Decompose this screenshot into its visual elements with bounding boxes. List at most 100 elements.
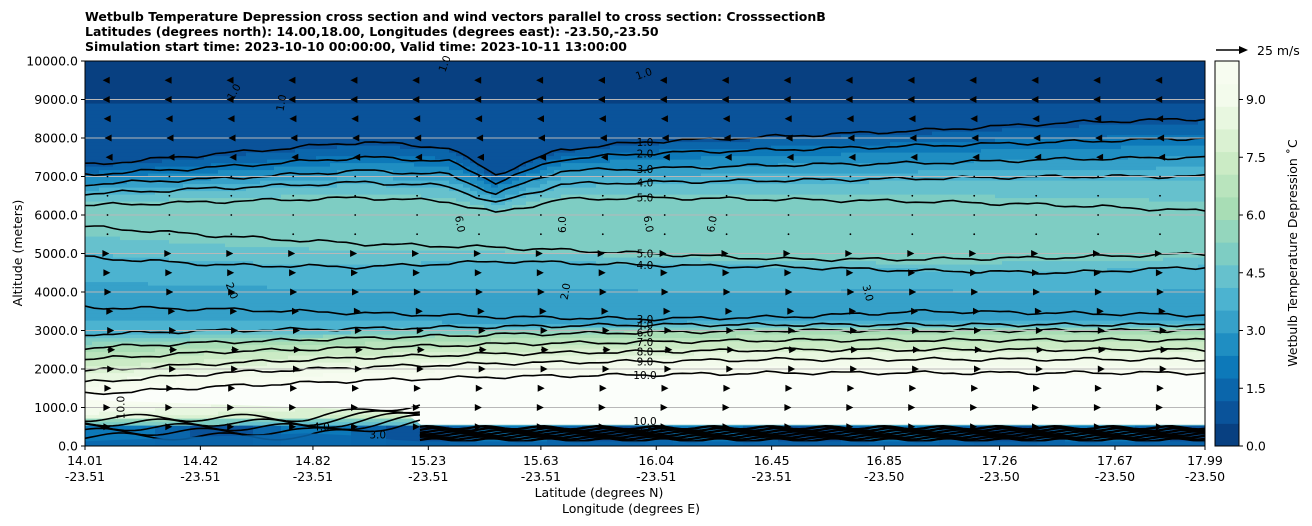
contour-fill-cell — [141, 222, 149, 227]
contour-fill-cell — [260, 131, 268, 136]
contour-fill-cell — [295, 313, 303, 318]
contour-fill-cell — [141, 421, 149, 426]
contour-fill-cell — [309, 246, 317, 251]
contour-fill-cell — [288, 71, 296, 76]
contour-fill-cell — [379, 166, 387, 171]
contour-fill-cell — [330, 183, 338, 188]
contour-fill-cell — [295, 117, 303, 122]
contour-fill-cell — [386, 344, 394, 349]
contour-fill-cell — [344, 218, 352, 223]
contour-fill-cell — [351, 285, 359, 290]
contour-fill-cell — [127, 166, 135, 171]
contour-fill-cell — [295, 281, 303, 286]
contour-fill-cell — [176, 166, 184, 171]
contour-fill-cell — [309, 92, 317, 97]
contour-fill-cell — [288, 253, 296, 258]
contour-fill-cell — [169, 208, 177, 213]
contour-fill-cell — [92, 120, 100, 125]
contour-fill-cell — [253, 183, 261, 188]
contour-fill-cell — [344, 75, 352, 80]
contour-fill-cell — [281, 281, 289, 286]
contour-fill-cell — [169, 288, 177, 293]
contour-fill-cell — [372, 271, 380, 276]
contour-fill-cell — [197, 103, 205, 108]
contour-fill-cell — [183, 183, 191, 188]
contour-fill-cell — [351, 320, 359, 325]
contour-fill-cell — [141, 176, 149, 181]
contour-fill-cell — [323, 372, 331, 377]
contour-fill-cell — [281, 271, 289, 276]
contour-fill-cell — [148, 281, 156, 286]
contour-fill-cell — [351, 362, 359, 367]
contour-fill-cell — [106, 260, 114, 265]
contour-fill-cell — [127, 365, 135, 370]
contour-fill-cell — [309, 124, 317, 129]
contour-fill-cell — [330, 215, 338, 220]
contour-fill-cell — [85, 229, 93, 234]
contour-fill-cell — [120, 418, 128, 423]
contour-fill-cell — [274, 330, 282, 335]
contour-fill-cell — [176, 302, 184, 307]
contour-fill-cell — [316, 162, 324, 167]
contour-fill-cell — [134, 278, 142, 283]
contour-fill-cell — [295, 365, 303, 370]
contour-fill-cell — [393, 120, 401, 125]
contour-fill-cell — [113, 110, 121, 115]
contour-fill-cell — [253, 145, 261, 150]
contour-fill-cell — [99, 414, 107, 419]
contour-fill-cell — [316, 274, 324, 279]
contour-fill-cell — [176, 341, 184, 346]
contour-fill-cell — [183, 92, 191, 97]
contour-fill-cell — [379, 239, 387, 244]
contour-fill-cell — [337, 285, 345, 290]
contour-fill-cell — [239, 418, 247, 423]
contour-fill-cell — [393, 309, 401, 314]
contour-fill-cell — [316, 208, 324, 213]
contour-fill-cell — [120, 215, 128, 220]
contour-fill-cell — [274, 302, 282, 307]
contour-fill-cell — [372, 295, 380, 300]
contour-fill-cell — [393, 148, 401, 153]
contour-fill-cell — [316, 222, 324, 227]
contour-fill-cell — [134, 236, 142, 241]
contour-fill-cell — [162, 225, 170, 230]
contour-fill-cell — [127, 68, 135, 73]
contour-fill-cell — [358, 127, 366, 132]
contour-fill-cell — [106, 264, 114, 269]
contour-fill-cell — [386, 425, 394, 430]
contour-fill-cell — [379, 362, 387, 367]
contour-fill-cell — [358, 327, 366, 332]
contour-fill-cell — [323, 124, 331, 129]
contour-fill-cell — [120, 134, 128, 139]
contour-fill-cell — [225, 61, 233, 66]
contour-fill-cell — [197, 365, 205, 370]
contour-fill-cell — [211, 208, 219, 213]
contour-fill-cell — [127, 92, 135, 97]
contour-fill-cell — [365, 85, 373, 90]
contour-fill-cell — [344, 351, 352, 356]
contour-fill-cell — [134, 89, 142, 94]
contour-fill-cell — [379, 176, 387, 181]
contour-fill-cell — [225, 323, 233, 328]
contour-fill-cell — [246, 344, 254, 349]
contour-fill-cell — [288, 330, 296, 335]
contour-fill-cell — [85, 267, 93, 272]
contour-fill-cell — [92, 141, 100, 146]
contour-fill-cell — [351, 169, 359, 174]
contour-fill-cell — [141, 236, 149, 241]
contour-fill-cell — [330, 131, 338, 136]
contour-fill-cell — [190, 190, 198, 195]
contour-fill-cell — [330, 344, 338, 349]
contour-fill-cell — [302, 369, 310, 374]
contour-fill-cell — [323, 334, 331, 339]
contour-fill-cell — [379, 411, 387, 416]
contour-fill-cell — [99, 246, 107, 251]
contour-fill-cell — [162, 85, 170, 90]
contour-fill-cell — [211, 337, 219, 342]
contour-fill-cell — [295, 285, 303, 290]
contour-fill-cell — [267, 341, 275, 346]
contour-fill-cell — [344, 99, 352, 104]
contour-fill-cell — [99, 96, 107, 101]
contour-fill-cell — [169, 75, 177, 80]
contour-fill-cell — [281, 194, 289, 199]
